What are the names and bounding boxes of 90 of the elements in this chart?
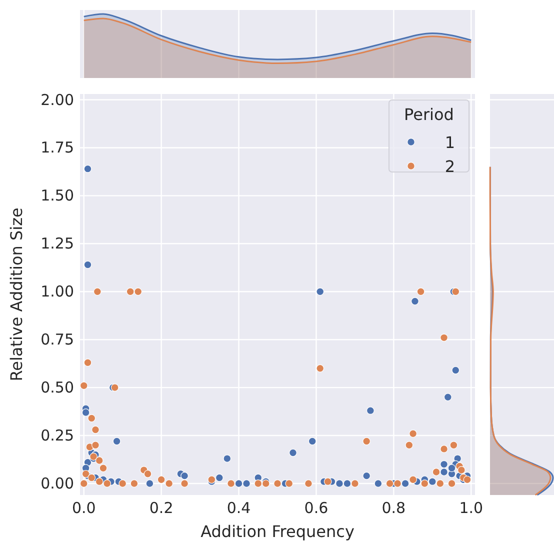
point [223, 454, 232, 462]
point [350, 480, 359, 488]
point [366, 406, 374, 415]
point [436, 480, 444, 488]
point [99, 464, 108, 472]
x-tick-label: 0.6 [304, 499, 328, 517]
point [440, 460, 448, 468]
point [448, 464, 456, 472]
x-axis-title: Addition Frequency [200, 522, 354, 541]
legend-label: 1 [444, 133, 455, 152]
point [92, 441, 100, 450]
point [374, 480, 382, 488]
point [440, 445, 448, 453]
point [84, 164, 92, 173]
y-tick-label: 0.25 [40, 426, 74, 445]
point [450, 441, 458, 450]
point [444, 393, 452, 402]
point [411, 297, 419, 306]
point [343, 480, 352, 488]
x-tick-label: 0.8 [382, 499, 406, 517]
point [304, 480, 312, 488]
point [409, 430, 417, 438]
point [409, 476, 417, 484]
y-tick-label: 1.75 [40, 138, 74, 157]
point [84, 358, 92, 367]
y-tick-label: 1.25 [40, 234, 74, 253]
x-tick-label: 0.4 [226, 499, 251, 517]
x-tick-label: 1.0 [459, 499, 484, 517]
point [180, 472, 189, 480]
y-axis-title: Relative Addition Size [7, 208, 26, 382]
point [440, 468, 448, 476]
point [126, 288, 134, 296]
point [144, 470, 152, 478]
point [93, 288, 102, 296]
x-tick-label: 0.0 [72, 499, 96, 517]
point [84, 260, 92, 269]
point [386, 480, 394, 488]
legend-title: Period [404, 105, 454, 124]
point [316, 288, 324, 296]
y-tick-label: 0.50 [40, 378, 74, 397]
point [274, 480, 282, 488]
point [80, 382, 88, 390]
point [440, 334, 448, 342]
y-tick-label: 0.00 [40, 474, 74, 492]
point [416, 288, 425, 296]
point [463, 476, 472, 484]
point [242, 480, 250, 488]
point [146, 480, 154, 488]
y-tick-label: 1.50 [40, 186, 74, 205]
point [88, 474, 96, 482]
y-tick-label: 2.00 [40, 90, 74, 109]
point [112, 437, 121, 446]
point [95, 456, 104, 464]
point [95, 478, 104, 486]
point [103, 480, 112, 488]
point [118, 480, 127, 488]
point [336, 480, 344, 488]
point [405, 441, 414, 450]
y-tick-label: 0.75 [40, 330, 74, 349]
point [316, 364, 324, 372]
point [394, 480, 402, 488]
point [401, 480, 410, 488]
point [362, 437, 371, 446]
point [130, 480, 138, 488]
point [432, 468, 440, 476]
point [285, 480, 294, 488]
point [254, 480, 262, 488]
point [82, 408, 90, 416]
point [88, 414, 96, 422]
point [420, 480, 429, 488]
point [180, 480, 189, 488]
point [452, 366, 460, 374]
point [234, 480, 243, 488]
x-tick-label: 0.2 [149, 499, 174, 517]
point [134, 288, 142, 296]
point [428, 478, 436, 486]
point [215, 474, 224, 482]
point [80, 480, 88, 488]
point [448, 480, 456, 488]
point [227, 480, 235, 488]
point [457, 466, 466, 474]
point [289, 448, 297, 457]
legend-label: 2 [444, 157, 455, 176]
point [165, 480, 174, 488]
point [324, 478, 332, 486]
point [308, 437, 316, 446]
point [92, 426, 100, 434]
point [157, 476, 166, 484]
y-tick-label: 1.00 [40, 282, 74, 301]
point [362, 472, 371, 480]
